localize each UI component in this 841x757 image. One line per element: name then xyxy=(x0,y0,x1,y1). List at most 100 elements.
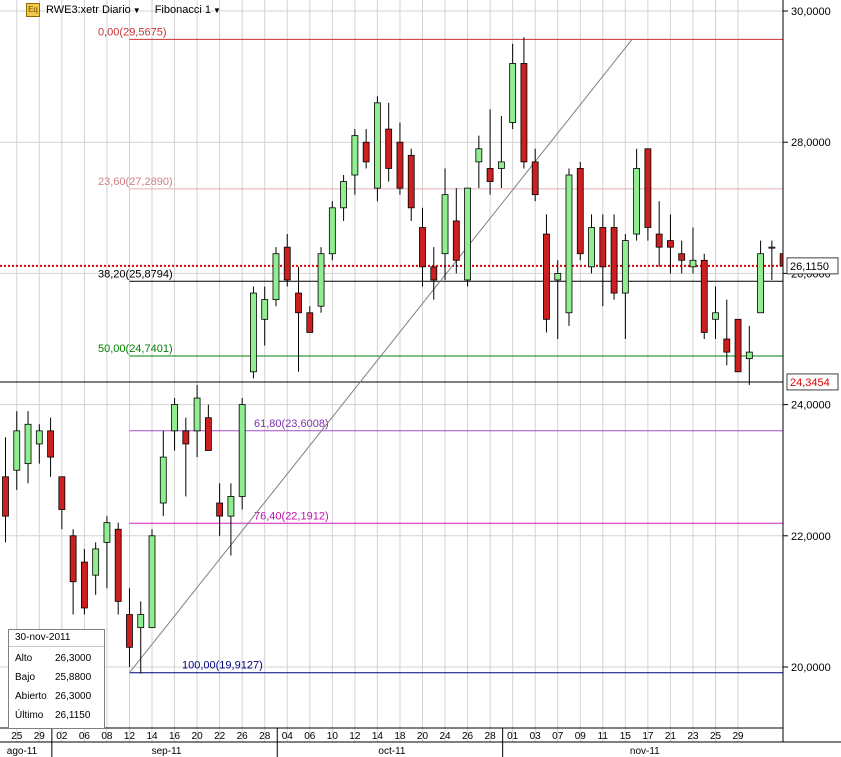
candle[interactable] xyxy=(114,522,122,615)
x-tick-label: 17 xyxy=(642,731,654,742)
candle[interactable] xyxy=(137,601,145,674)
candle-body xyxy=(486,168,494,182)
candle-body xyxy=(768,246,776,249)
candle[interactable] xyxy=(723,299,731,366)
candle[interactable] xyxy=(407,148,415,221)
candle[interactable] xyxy=(486,109,494,195)
x-tick-label: 25 xyxy=(710,731,722,742)
candle-body xyxy=(576,168,584,255)
candle[interactable] xyxy=(396,122,404,195)
candle-body xyxy=(667,240,674,248)
candle[interactable] xyxy=(182,417,190,497)
study-selector[interactable]: Fibonacci 1 ▼ xyxy=(155,4,221,16)
candle[interactable] xyxy=(47,417,54,477)
candle[interactable] xyxy=(667,214,674,274)
candle[interactable] xyxy=(2,437,9,543)
candle-body xyxy=(464,187,471,281)
y-axis: 20,000022,000024,000026,000028,000030,00… xyxy=(782,0,841,742)
candle[interactable] xyxy=(238,398,246,510)
candle[interactable] xyxy=(193,384,201,458)
candle[interactable] xyxy=(520,37,528,169)
candle[interactable] xyxy=(171,398,178,451)
month-label: sep-11 xyxy=(152,746,182,757)
candle[interactable] xyxy=(712,286,719,339)
candle[interactable] xyxy=(340,175,348,221)
candle[interactable] xyxy=(497,115,505,189)
candle[interactable] xyxy=(69,529,77,615)
candle[interactable] xyxy=(644,148,652,241)
candle[interactable] xyxy=(159,430,167,517)
candle[interactable] xyxy=(148,529,156,629)
candle[interactable] xyxy=(103,516,111,589)
candle-body xyxy=(757,253,764,314)
candle[interactable] xyxy=(441,168,449,280)
candle-body xyxy=(114,528,122,602)
candle[interactable] xyxy=(678,240,686,274)
candle[interactable] xyxy=(543,214,550,333)
candle[interactable] xyxy=(464,187,471,287)
candle-body xyxy=(723,338,731,353)
candle[interactable] xyxy=(250,286,257,379)
candle[interactable] xyxy=(13,411,21,490)
info-value: 26,3000 xyxy=(55,653,92,664)
candle[interactable] xyxy=(216,483,224,536)
candle[interactable] xyxy=(261,286,269,346)
candle[interactable] xyxy=(92,542,100,595)
candle-body xyxy=(531,161,539,196)
candle[interactable] xyxy=(374,96,381,202)
candle[interactable] xyxy=(576,161,584,261)
candle[interactable] xyxy=(204,404,212,451)
candle[interactable] xyxy=(80,548,88,615)
candle[interactable] xyxy=(317,247,325,313)
candle[interactable] xyxy=(24,411,32,484)
candle[interactable] xyxy=(757,240,764,314)
candle[interactable] xyxy=(531,148,539,202)
candle[interactable] xyxy=(295,266,302,372)
x-tick-label: 16 xyxy=(169,731,181,742)
candle[interactable] xyxy=(700,253,708,339)
candle[interactable] xyxy=(655,201,663,267)
x-tick-label: 24 xyxy=(439,731,451,742)
candle[interactable] xyxy=(621,234,629,339)
candle[interactable] xyxy=(452,188,460,274)
candle[interactable] xyxy=(272,247,280,307)
candle-body xyxy=(35,430,43,445)
candle[interactable] xyxy=(430,247,438,300)
candle[interactable] xyxy=(509,43,517,130)
candle[interactable] xyxy=(475,135,483,189)
candle[interactable] xyxy=(35,424,43,464)
x-tick-label: 25 xyxy=(11,731,23,742)
candle[interactable] xyxy=(306,306,314,333)
candle-body xyxy=(159,456,167,504)
candle[interactable] xyxy=(283,234,291,287)
candle-body xyxy=(385,128,393,169)
candle[interactable] xyxy=(328,201,336,261)
candle[interactable] xyxy=(227,483,235,556)
candle[interactable] xyxy=(599,214,607,307)
candle[interactable] xyxy=(351,129,359,195)
candlestick-series[interactable] xyxy=(2,37,787,674)
symbol-selector[interactable]: RWE3:xetr Diario ▼ xyxy=(46,4,141,16)
fibonacci-trendline-segment[interactable] xyxy=(129,39,633,674)
candle[interactable] xyxy=(689,227,697,274)
candle[interactable] xyxy=(554,260,562,339)
candle[interactable] xyxy=(610,214,618,300)
candle[interactable] xyxy=(126,588,133,667)
candle[interactable] xyxy=(588,214,595,274)
candle-body xyxy=(497,161,505,169)
fibonacci-trendline[interactable] xyxy=(129,39,633,674)
candle[interactable] xyxy=(419,207,426,287)
candle[interactable] xyxy=(633,148,641,241)
x-tick-label: 14 xyxy=(372,731,384,742)
candle[interactable] xyxy=(362,129,370,169)
candle[interactable] xyxy=(734,318,742,373)
info-row-last: Último 26,1150 xyxy=(9,706,104,725)
candle[interactable] xyxy=(768,240,776,280)
candle[interactable] xyxy=(385,102,393,182)
candle[interactable] xyxy=(745,325,753,385)
candle-body xyxy=(509,63,517,123)
candle[interactable] xyxy=(565,168,573,326)
candle-body xyxy=(565,174,573,314)
candle[interactable] xyxy=(58,476,66,530)
